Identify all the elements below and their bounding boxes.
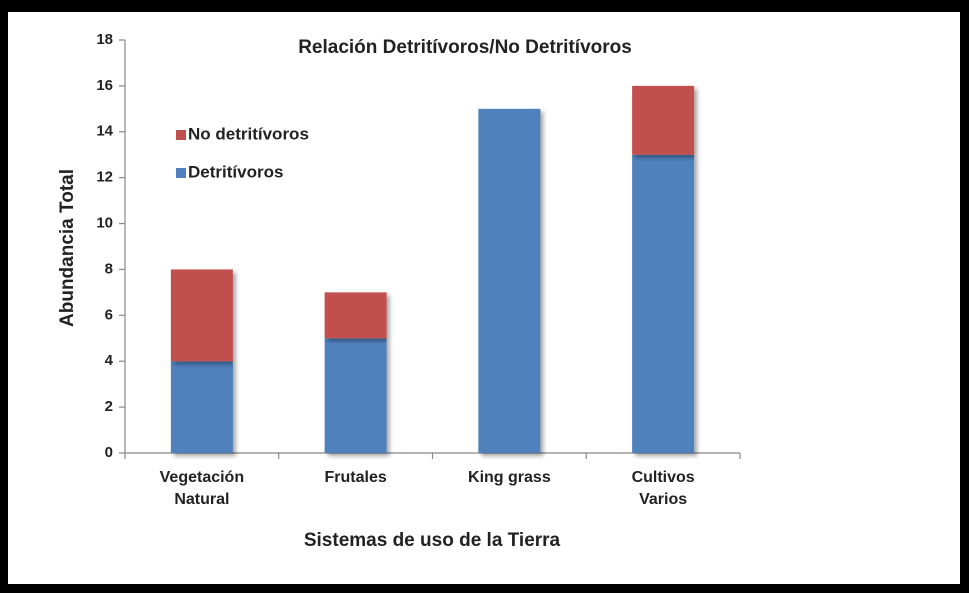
y-axis-label: Abundancia Total (57, 169, 78, 327)
x-axis-label: Sistemas de uso de la Tierra (304, 530, 561, 551)
bar-segment (324, 292, 387, 339)
bar-segment (170, 269, 233, 362)
legend-swatch (176, 130, 186, 140)
x-tick-label: King grass (468, 469, 551, 486)
x-tick-label: Vegetación Natural (160, 469, 244, 508)
y-tick-label: 10 (96, 215, 113, 232)
legend-swatch (176, 168, 186, 178)
legend-label: Detritívoros (188, 162, 283, 181)
y-tick-label: 18 (96, 31, 113, 48)
y-tick-label: 8 (105, 260, 113, 277)
x-tick-label: Cultivos Varios (632, 469, 695, 508)
y-tick-label: 14 (96, 123, 113, 140)
bar-segment (632, 85, 695, 155)
y-tick-label: 6 (105, 306, 113, 323)
bar-segment (478, 108, 541, 453)
bar-segment (632, 154, 695, 453)
y-tick-label: 12 (96, 169, 113, 186)
y-tick-label: 4 (105, 352, 114, 369)
chart-title: Relación Detritívoros/No Detritívoros (298, 37, 632, 58)
bar-segment (324, 338, 387, 453)
y-tick-label: 2 (105, 398, 113, 415)
y-tick-label: 0 (105, 444, 113, 461)
y-tick-label: 16 (96, 77, 113, 94)
legend-label: No detritívoros (188, 124, 309, 143)
x-tick-label: Frutales (325, 469, 387, 486)
bar-segment (170, 361, 233, 453)
